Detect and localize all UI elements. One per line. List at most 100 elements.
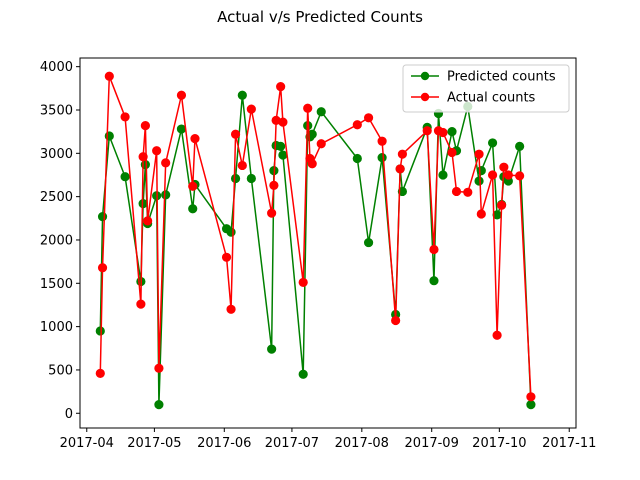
data-point — [276, 81, 286, 92]
data-point — [487, 170, 498, 180]
data-point — [422, 126, 432, 136]
data-point — [503, 170, 513, 180]
x-tick-label: 2017-04 — [60, 436, 114, 451]
data-point — [120, 112, 130, 122]
x-tick-label: 2017-10 — [472, 436, 526, 451]
x-tick-label: 2017-08 — [335, 436, 389, 451]
y-tick-label: 3500 — [40, 103, 73, 118]
data-point — [237, 160, 247, 171]
data-point — [397, 149, 407, 159]
data-point — [95, 368, 105, 379]
data-point — [97, 211, 108, 222]
y-tick-label: 1000 — [40, 320, 73, 335]
data-point — [226, 227, 236, 237]
data-point — [476, 209, 486, 219]
data-point — [230, 129, 241, 139]
x-tick-label: 2017-05 — [127, 436, 181, 451]
data-point — [352, 120, 362, 130]
chart-title: Actual v/s Predicted Counts — [217, 8, 423, 26]
y-axis: 0 500 1000 1500 2000 2500 3000 3500 4000 — [40, 60, 80, 422]
data-point — [221, 252, 232, 262]
data-point — [143, 216, 153, 226]
data-point — [104, 71, 114, 81]
data-point — [363, 113, 374, 123]
data-point — [352, 153, 362, 164]
data-point — [395, 164, 405, 174]
data-point — [447, 127, 457, 137]
data-point — [303, 103, 313, 113]
data-point — [377, 136, 387, 146]
legend-label-actual: Actual counts — [447, 91, 536, 106]
data-point — [176, 90, 187, 100]
data-point — [492, 330, 502, 340]
y-tick-label: 4000 — [40, 60, 73, 75]
data-point — [278, 117, 288, 127]
legend-marker-predicted — [420, 71, 430, 81]
data-point — [397, 186, 407, 197]
data-point — [474, 149, 484, 159]
data-point — [496, 200, 507, 210]
data-point — [429, 244, 439, 255]
y-tick-label: 1500 — [40, 277, 73, 292]
data-point — [140, 120, 150, 131]
data-point — [487, 138, 498, 148]
data-point — [246, 173, 256, 184]
data-point — [429, 276, 439, 286]
data-point — [230, 173, 241, 184]
data-point — [391, 315, 401, 326]
data-point — [307, 159, 317, 169]
legend-label-predicted: Predicted counts — [447, 70, 556, 85]
data-point — [476, 166, 486, 176]
data-point — [226, 304, 236, 314]
data-point — [515, 171, 525, 181]
data-point — [316, 107, 326, 117]
data-point — [377, 153, 387, 163]
data-point — [438, 127, 448, 138]
data-point — [474, 176, 484, 186]
data-point — [499, 162, 509, 172]
data-point — [161, 190, 171, 200]
data-point — [447, 147, 457, 158]
data-point — [298, 277, 308, 288]
data-point — [136, 299, 146, 309]
legend-box — [402, 64, 570, 113]
data-point — [154, 363, 164, 373]
data-point — [463, 187, 473, 197]
data-point — [120, 172, 130, 182]
data-point — [267, 344, 277, 354]
y-tick-label: 3000 — [40, 147, 73, 162]
data-point — [95, 326, 105, 336]
data-point — [97, 263, 108, 273]
legend: Predicted counts Actual counts — [402, 64, 570, 113]
data-point — [298, 369, 308, 379]
data-point — [188, 204, 198, 214]
x-tick-label: 2017-09 — [405, 436, 459, 451]
y-tick-label: 2500 — [40, 190, 73, 205]
x-tick-label: 2017-11 — [542, 436, 596, 451]
data-point — [363, 237, 374, 248]
data-point — [190, 133, 200, 144]
data-point — [152, 146, 162, 156]
data-point — [515, 141, 525, 151]
series-layer — [95, 71, 536, 410]
data-point — [276, 141, 286, 151]
data-point — [278, 150, 288, 160]
data-point — [161, 158, 171, 168]
series-actual — [95, 71, 536, 402]
plot-frame — [79, 57, 577, 429]
x-tick-label: 2017-06 — [197, 436, 251, 451]
data-point — [267, 208, 277, 218]
data-point — [246, 104, 256, 114]
y-tick-label: 500 — [48, 363, 73, 378]
data-point — [526, 392, 536, 402]
y-tick-label: 2000 — [40, 233, 73, 248]
data-point — [269, 180, 279, 190]
x-tick-label: 2017-07 — [265, 436, 319, 451]
data-point — [188, 181, 198, 191]
data-point — [176, 124, 187, 134]
data-point — [307, 129, 317, 139]
data-point — [316, 139, 326, 149]
legend-marker-actual — [420, 92, 430, 102]
y-tick-label: 0 — [65, 407, 73, 422]
